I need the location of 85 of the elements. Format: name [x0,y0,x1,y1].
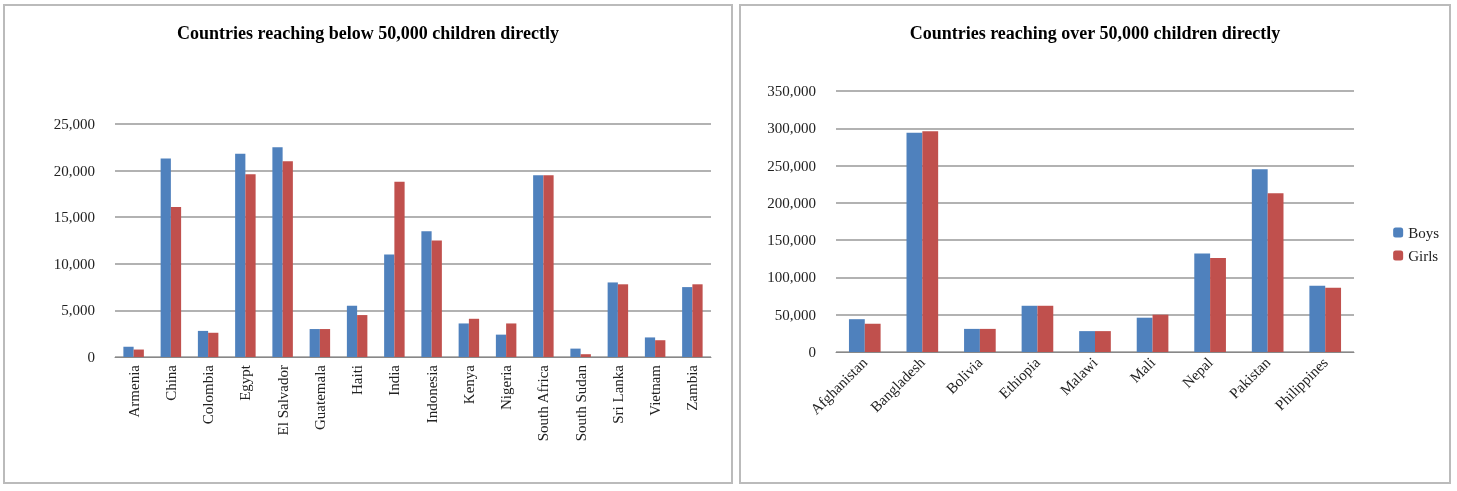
x-tick-label: Kenya [460,364,477,405]
bar [208,332,219,357]
x-tick-label: Indonesia [423,364,440,424]
y-tick-label: 20,000 [53,162,95,179]
y-tick-label: 25,000 [53,116,95,132]
bar [272,147,283,357]
y-tick-label: 0 [808,344,816,360]
y-tick-label: 10,000 [53,255,95,272]
bar [655,340,666,357]
bar [346,305,358,357]
x-tick-label: Zambia [684,364,701,411]
x-tick-label: China [162,364,179,401]
bar [848,319,865,352]
bar [309,329,320,357]
x-tick-label: Armenia [125,364,142,418]
bar [1194,253,1211,352]
y-tick-label: 50,000 [774,306,816,323]
bar [1037,305,1054,352]
x-tick-label: Vietnam [647,364,664,416]
bar [692,284,703,357]
x-tick-label: South Africa [535,364,552,442]
y-tick-label: 5,000 [61,302,95,319]
legend-label: Boys [1408,224,1440,241]
y-tick-label: 150,000 [767,232,816,249]
bar [964,328,980,352]
bar [864,323,881,352]
bar [357,315,368,357]
x-tick-label: Colombia [200,364,217,425]
bar [617,284,629,357]
bar [543,175,554,357]
bar [1152,314,1169,352]
bar [394,181,405,357]
bar [133,349,144,357]
bar [319,329,331,357]
legend-label: Girls [1408,247,1439,264]
x-tick-label: Egypt [237,364,254,401]
bar [495,334,507,357]
bar [170,206,182,357]
bar [580,354,591,357]
bar [1079,331,1095,352]
x-tick-label: Sri Lanka [609,364,626,424]
y-tick-label: 300,000 [767,120,816,137]
bar [1021,305,1038,352]
bar [906,132,923,352]
x-tick-label: Nigeria [498,364,515,410]
y-tick-label: 0 [87,349,95,365]
y-tick-label: 350,000 [767,83,816,99]
bar [384,254,395,357]
bar [1251,169,1268,352]
bar [235,153,246,357]
bar [979,328,996,352]
bar [533,175,544,357]
x-tick-label: South Sudan [572,364,589,442]
bar [1325,287,1342,352]
bar [1267,193,1284,352]
chart-title: Countries reaching over 50,000 children directly [909,23,1281,43]
bar [123,346,134,357]
bar [468,318,480,357]
bar [245,174,256,357]
x-tick-label: Haiti [349,365,366,395]
bar [1136,317,1153,352]
bar [431,240,442,357]
bar [570,348,581,357]
bar [197,330,209,357]
y-tick-label: 250,000 [767,157,816,174]
y-tick-label: 200,000 [767,194,816,211]
bar [1095,331,1111,352]
bar [607,282,618,357]
bar [682,287,693,357]
bar [506,323,517,357]
bar [421,231,432,357]
bar [1210,258,1226,352]
x-tick-label: India [386,364,403,396]
y-tick-label: 100,000 [767,269,816,286]
bar [282,161,293,357]
x-tick-label: Guatemala [311,364,328,430]
bar [644,337,656,357]
x-tick-label: El Salvador [274,365,291,436]
bar [922,131,939,352]
y-tick-label: 15,000 [53,209,95,226]
bar [1309,285,1326,352]
bar [160,158,171,357]
bar [458,323,469,357]
x-tick-label: Mali [1126,354,1159,386]
chart-title: Countries reaching below 50,000 children directly [177,23,559,43]
